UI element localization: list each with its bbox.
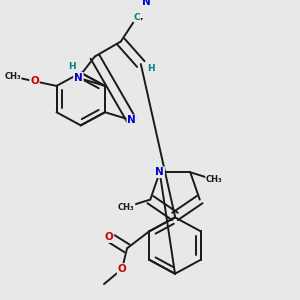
Text: N: N	[74, 73, 83, 83]
Text: CH₃: CH₃	[206, 175, 223, 184]
Text: C: C	[134, 13, 140, 22]
Text: N: N	[155, 167, 164, 177]
Text: N: N	[127, 115, 136, 125]
Text: CH₃: CH₃	[4, 72, 21, 81]
Text: H: H	[69, 62, 76, 71]
Text: O: O	[118, 264, 126, 274]
Text: H: H	[147, 64, 154, 73]
Text: O: O	[105, 232, 113, 242]
Text: N: N	[142, 0, 151, 7]
Text: O: O	[30, 76, 39, 86]
Text: CH₃: CH₃	[118, 202, 135, 211]
